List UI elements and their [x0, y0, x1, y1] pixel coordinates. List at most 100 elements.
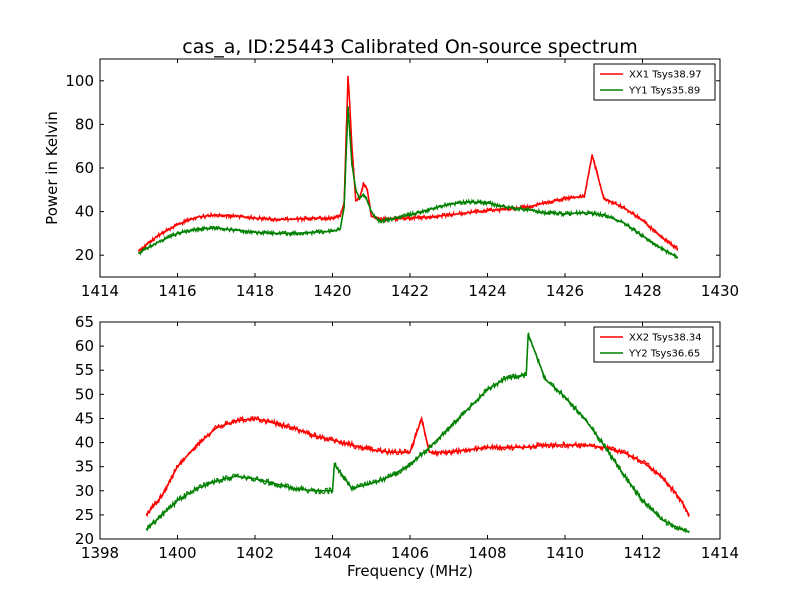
data-point	[641, 499, 644, 502]
data-point	[347, 106, 349, 108]
data-point	[354, 199, 357, 202]
data-point	[312, 489, 314, 492]
x-tick-label: 1426	[546, 282, 584, 300]
chart-title: cas_a, ID:25443 Calibrated On-source spe…	[182, 36, 637, 58]
y-tick-label: 80	[75, 115, 94, 133]
data-point	[428, 208, 431, 211]
y-axis-label: Power in Kelvin	[43, 111, 61, 225]
y-tick-label: 25	[75, 506, 94, 524]
data-point	[420, 417, 423, 420]
data-point	[676, 247, 679, 250]
y-tick-label: 40	[75, 434, 94, 452]
data-point	[680, 499, 683, 502]
series-band-2	[138, 107, 678, 260]
data-point	[409, 463, 411, 466]
data-point	[331, 439, 334, 441]
data-point	[506, 376, 508, 379]
legend-box	[593, 326, 714, 363]
data-point	[145, 514, 148, 516]
data-point	[331, 489, 334, 492]
bottom-panel: 1398 1400 1402 1404 1406 1408 1410 1412 1414 20 25…	[75, 313, 739, 580]
data-point	[622, 451, 624, 454]
data-point	[349, 106, 351, 108]
y-tick-label: 35	[75, 458, 94, 476]
data-point	[602, 214, 605, 216]
data-point	[215, 214, 218, 216]
data-point	[622, 221, 624, 224]
data-point	[544, 202, 547, 204]
data-point	[602, 197, 605, 200]
y-tick-label: 55	[75, 361, 94, 379]
data-point	[254, 477, 256, 480]
data-point	[583, 211, 586, 214]
series-band-2	[146, 332, 690, 534]
data-point	[196, 228, 198, 230]
data-point	[331, 217, 334, 219]
y-tick-label: 60	[75, 337, 94, 355]
series-line-2	[145, 333, 690, 533]
data-point	[145, 528, 148, 531]
data-point	[312, 217, 314, 219]
data-point	[234, 215, 237, 217]
x-tick-label: 1402	[236, 544, 274, 562]
data-point	[176, 232, 179, 235]
data-point	[622, 206, 624, 209]
data-point	[362, 193, 365, 195]
data-point	[351, 162, 353, 165]
data-point	[234, 475, 237, 478]
data-point	[354, 189, 357, 191]
data-point	[312, 231, 314, 234]
x-tick-label: 1398	[81, 544, 119, 562]
data-point	[137, 252, 140, 254]
data-point	[370, 482, 373, 485]
data-point	[366, 199, 369, 202]
data-point	[215, 227, 218, 229]
data-point	[602, 444, 605, 446]
data-point	[525, 374, 528, 376]
data-point	[506, 206, 508, 209]
y-tick-label: 45	[75, 409, 94, 427]
x-tick-label: 1414	[81, 282, 119, 300]
legend-label: YY2 Tsys36.65	[628, 349, 700, 360]
x-tick-label: 1400	[158, 544, 196, 562]
data-point	[161, 514, 163, 516]
data-point	[349, 134, 351, 137]
data-point	[688, 514, 690, 516]
x-tick-label: 1410	[546, 544, 584, 562]
data-point	[467, 200, 469, 203]
y-tick-label: 65	[75, 313, 94, 331]
data-point	[447, 203, 450, 205]
data-point	[544, 211, 547, 214]
data-point	[161, 494, 163, 497]
data-point	[467, 211, 469, 214]
data-point	[661, 475, 663, 478]
data-point	[292, 487, 295, 490]
data-point	[196, 444, 198, 446]
data-point	[273, 482, 276, 485]
x-tick-label: 1424	[468, 282, 506, 300]
y-tick-label: 100	[65, 72, 94, 90]
data-point	[525, 208, 528, 211]
data-point	[506, 446, 508, 449]
data-point	[661, 247, 663, 250]
legend: XX1 Tsys38.97 YY1 Tsys35.89	[593, 63, 716, 101]
data-point	[409, 451, 411, 454]
data-point	[351, 145, 353, 147]
data-point	[366, 189, 369, 191]
data-point	[347, 75, 349, 78]
data-point	[215, 427, 218, 429]
x-tick-label: 1408	[468, 544, 506, 562]
plot-area	[137, 75, 679, 260]
data-point	[273, 232, 276, 235]
data-point	[196, 487, 198, 490]
data-point	[428, 446, 431, 449]
data-point	[661, 518, 663, 521]
data-point	[591, 154, 593, 156]
data-point	[544, 444, 547, 446]
data-point	[428, 451, 431, 454]
data-point	[447, 427, 450, 429]
x-tick-label: 1422	[391, 282, 429, 300]
data-point	[196, 216, 198, 218]
data-point	[215, 480, 218, 482]
